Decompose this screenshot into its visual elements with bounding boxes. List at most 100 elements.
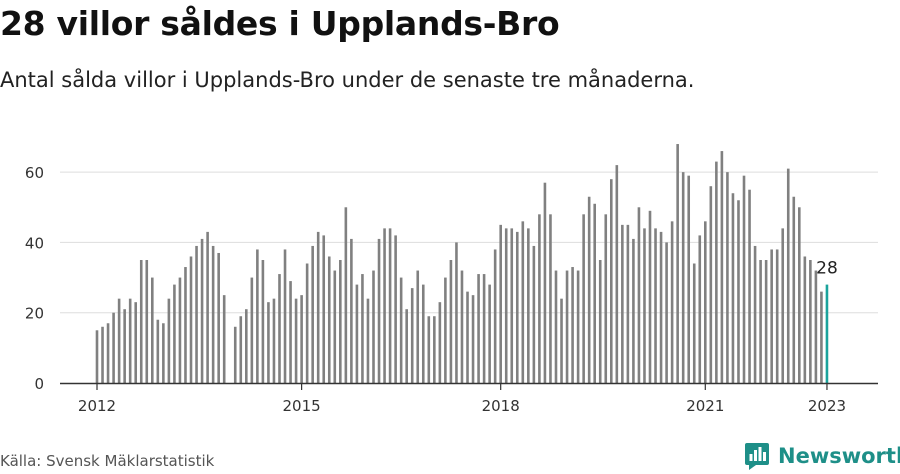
bar (587, 196, 591, 383)
bar (195, 245, 198, 383)
bar (643, 228, 646, 383)
y-tick-label: 40 (25, 234, 44, 252)
bar (709, 186, 713, 383)
bar (798, 207, 801, 383)
bar (809, 260, 812, 383)
bar (770, 249, 773, 383)
bar (106, 323, 110, 383)
bar (737, 200, 740, 383)
bar (455, 242, 458, 383)
bar (416, 270, 420, 383)
bar (670, 221, 674, 383)
x-tick-label: 2018 (482, 397, 520, 415)
bar (698, 235, 702, 383)
data-label-latest: 28 (816, 259, 838, 279)
bar (95, 330, 99, 383)
bar (527, 228, 530, 383)
bar (720, 151, 724, 383)
bar (488, 284, 491, 383)
bar (206, 231, 209, 383)
x-tick-label: 2021 (686, 397, 724, 415)
bar (383, 228, 386, 383)
bar (726, 172, 729, 383)
bar-highlight (825, 284, 829, 383)
bar (189, 256, 193, 383)
bar (637, 207, 641, 383)
bar (615, 165, 619, 383)
y-axis-ticks: 0 20 40 60 (25, 164, 44, 393)
bar (222, 295, 226, 383)
bar (764, 260, 768, 383)
bar (759, 260, 762, 383)
bar (305, 263, 309, 383)
bar (112, 312, 115, 383)
bar (466, 291, 469, 383)
bar (239, 316, 243, 383)
bar (167, 298, 171, 383)
bar (632, 238, 635, 383)
bar (504, 228, 508, 383)
bar (521, 221, 525, 383)
bar (333, 270, 337, 383)
bar (704, 221, 707, 383)
bar (388, 228, 392, 383)
bar (609, 179, 613, 383)
bar (665, 242, 668, 383)
bar (471, 295, 475, 383)
bar (731, 193, 735, 383)
bar (742, 175, 746, 383)
bar (267, 302, 270, 383)
bar (200, 238, 204, 383)
bar (565, 270, 569, 383)
bar (444, 277, 447, 383)
bar-chart: 0 20 40 60 2012 2015 2018 2021 2023 28 (25, 144, 878, 415)
bar (322, 235, 326, 383)
bar (681, 172, 685, 383)
bar (327, 256, 331, 383)
bar (654, 228, 657, 383)
bar (272, 298, 276, 383)
bar (659, 231, 663, 383)
bar (261, 260, 265, 383)
bar (477, 274, 480, 383)
bar (438, 302, 442, 383)
bar (792, 196, 796, 383)
brand-logo: Newsworthy (744, 440, 900, 472)
bar (593, 203, 596, 383)
bar (482, 274, 486, 383)
bar (410, 288, 414, 383)
bar (604, 214, 608, 383)
bar (510, 228, 514, 383)
source-note: Källa: Svensk Mäklarstatistik (0, 452, 215, 470)
bar (250, 277, 254, 383)
bar (134, 302, 138, 383)
bar (820, 291, 823, 383)
bar (753, 245, 757, 383)
bar (101, 326, 104, 383)
bar (217, 252, 220, 383)
bar (576, 270, 580, 383)
bar (621, 224, 624, 383)
bar (128, 298, 132, 383)
bar (355, 284, 359, 383)
x-tick-label: 2012 (78, 397, 116, 415)
bar (256, 249, 259, 383)
bar (350, 238, 353, 383)
bar (399, 277, 403, 383)
bar (289, 281, 292, 383)
bar (460, 270, 464, 383)
bar (543, 182, 547, 383)
bar (162, 323, 165, 383)
annotations: 28 (816, 259, 838, 279)
bar (549, 214, 552, 383)
bar (775, 249, 779, 383)
bar (151, 277, 154, 383)
bar (676, 144, 679, 383)
bar (493, 249, 497, 383)
bar (311, 245, 314, 383)
bar (554, 270, 558, 383)
bar (294, 298, 298, 383)
page-title: 28 villor såldes i Upplands-Bro (0, 4, 560, 43)
y-tick-label: 60 (25, 164, 44, 182)
bar (178, 277, 182, 383)
